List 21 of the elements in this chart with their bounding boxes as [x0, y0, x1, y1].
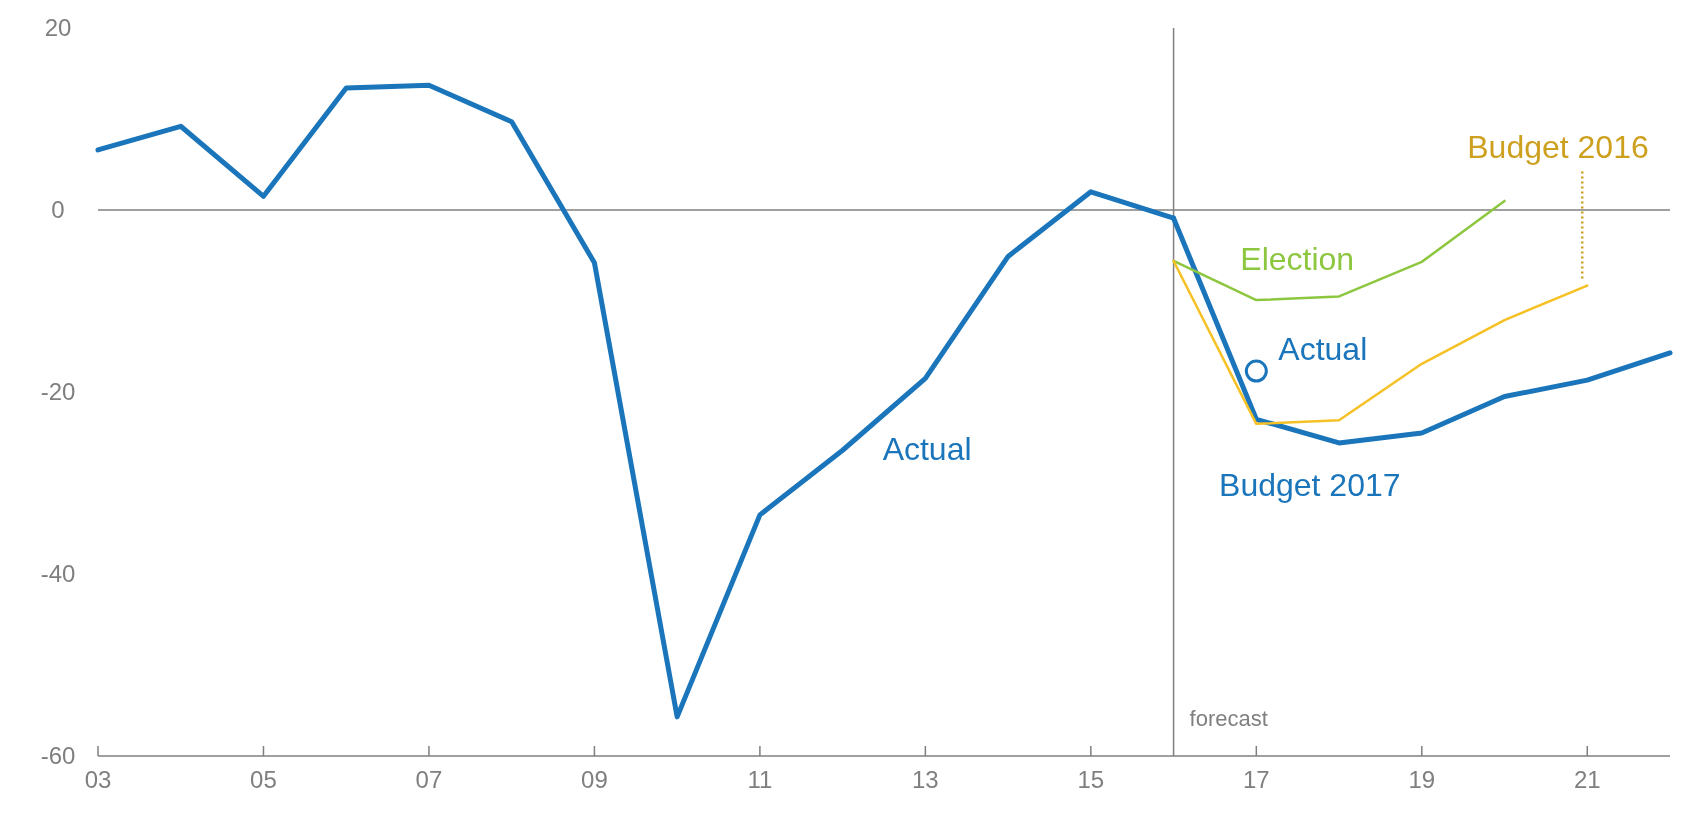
series-label: Actual	[1278, 331, 1368, 368]
x-tick-label: 21	[1573, 766, 1601, 793]
series-label: Election	[1240, 241, 1355, 278]
x-tick-label: 13	[912, 766, 939, 793]
x-tick-label: 19	[1408, 766, 1436, 793]
x-tick-label: 09	[581, 766, 608, 793]
y-tick-label: 0	[51, 196, 65, 223]
series-label: Actual	[882, 431, 972, 468]
series-label: Budget 2017	[1219, 466, 1401, 503]
x-tick-label: 11	[747, 766, 773, 793]
x-tick-label: 17	[1242, 766, 1270, 793]
y-tick-label: -60	[40, 742, 76, 769]
x-tick-label: 07	[415, 766, 443, 793]
x-tick-label: 03	[84, 766, 112, 793]
ref-line-label: forecast	[1189, 706, 1268, 731]
text: Budget 2016	[1467, 128, 1649, 165]
y-tick-label: -40	[40, 560, 76, 587]
x-tick-label: 05	[250, 766, 277, 793]
y-tick-label: -20	[40, 378, 76, 405]
y-tick-label: 20	[44, 14, 72, 41]
x-tick-label: 15	[1077, 766, 1105, 793]
